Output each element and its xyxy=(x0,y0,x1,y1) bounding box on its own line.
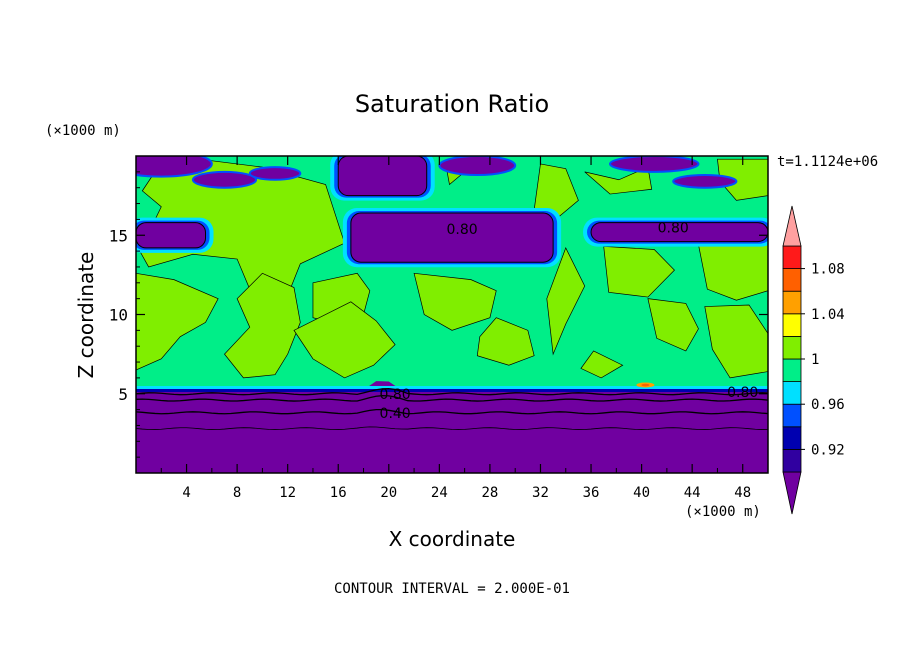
colorbar-segment xyxy=(782,335,802,360)
y-axis: 5 10 15 xyxy=(109,171,768,458)
contour-label: 0.80 xyxy=(658,220,689,236)
colorbar-label: 0.92 xyxy=(811,442,845,458)
colorbar-segment xyxy=(782,426,802,450)
contour-label: 0.80 xyxy=(727,385,758,401)
colorbar-min-triangle xyxy=(782,471,802,515)
dry-patch xyxy=(609,156,700,173)
lime-moist-region xyxy=(533,163,579,217)
lime-moist-region xyxy=(224,272,301,379)
contour-line xyxy=(136,387,768,396)
x-tick-label: 12 xyxy=(279,485,296,501)
x-tick-label: 32 xyxy=(532,485,549,501)
colorbar: 0.92 0.96 1 1.04 1.08 xyxy=(782,205,845,515)
colorbar-segment xyxy=(782,268,802,292)
colorbar-segment xyxy=(782,358,802,383)
colorbar-segment xyxy=(782,403,802,428)
y-tick-label: 10 xyxy=(109,306,128,325)
contour-interval-note: CONTOUR INTERVAL = 2.000E-01 xyxy=(334,581,570,597)
dry-patch xyxy=(248,166,302,181)
colorbar-segment xyxy=(782,290,802,315)
contour-lines xyxy=(136,387,768,430)
x-tick-label: 20 xyxy=(380,485,397,501)
x-tick-label: 44 xyxy=(684,485,701,501)
colorbar-max-triangle xyxy=(782,205,802,247)
lime-moist-region xyxy=(139,158,345,296)
dry-band-fill xyxy=(350,212,554,263)
plot-area xyxy=(136,156,768,473)
lime-moist-region xyxy=(476,317,535,366)
lime-moist-region xyxy=(413,272,497,331)
colorbar-label: 1.08 xyxy=(811,262,845,278)
time-label: t=1.1124e+06 xyxy=(777,154,878,170)
x-axis-label: X coordinate xyxy=(389,527,516,551)
y-tick-label: 5 xyxy=(118,385,128,404)
lime-moist-region xyxy=(704,304,768,379)
x-unit-label: (×1000 m) xyxy=(685,504,761,520)
lime-moist-region xyxy=(293,301,396,379)
lower-dry-layer xyxy=(136,381,768,473)
lime-moist-region xyxy=(546,247,586,356)
x-tick-label: 28 xyxy=(481,485,498,501)
lime-moist-region xyxy=(136,272,219,371)
dry-band-fill xyxy=(136,222,207,249)
contour-fills xyxy=(136,156,768,473)
y-axis-label: Z coordinate xyxy=(74,252,98,379)
chart-title: Saturation Ratio xyxy=(355,90,549,118)
dry-patch xyxy=(136,156,213,178)
y-tick-label: 15 xyxy=(109,226,128,245)
y-unit-label: (×1000 m) xyxy=(45,123,121,139)
lower-layer-cyan-rim xyxy=(136,385,768,389)
contour-label: 0.40 xyxy=(380,406,411,422)
lime-moist-region xyxy=(580,350,624,379)
x-tick-label: 4 xyxy=(182,485,190,501)
lime-moist-region xyxy=(647,298,699,352)
contour-line xyxy=(136,394,768,402)
colorbar-segment xyxy=(782,381,802,405)
colorbar-segment xyxy=(782,313,802,337)
contour-line xyxy=(136,408,768,415)
contour-label: 0.80 xyxy=(447,222,478,238)
colorbar-segment xyxy=(782,245,802,270)
supersat-spot-core xyxy=(641,383,650,387)
x-tick-label: 24 xyxy=(431,485,448,501)
lime-moist-region xyxy=(603,245,675,298)
colorbar-label: 1.04 xyxy=(811,307,845,323)
dry-band-fill xyxy=(337,156,428,197)
contour-line xyxy=(136,426,768,430)
x-tick-label: 40 xyxy=(633,485,650,501)
colorbar-label: 1 xyxy=(811,352,819,368)
x-tick-label: 16 xyxy=(330,485,347,501)
contour-label: 0.80 xyxy=(380,387,411,403)
x-tick-label: 8 xyxy=(233,485,241,501)
x-tick-label: 48 xyxy=(734,485,751,501)
x-axis: 4 8 12 16 20 24 28 32 36 40 44 48 xyxy=(160,156,751,501)
x-tick-label: 36 xyxy=(583,485,600,501)
contour-labels: 0.80 0.40 0.80 0.80 0.80 xyxy=(380,220,759,421)
dry-patch xyxy=(191,170,258,189)
lime-moist-region xyxy=(584,166,653,195)
colorbar-label: 0.96 xyxy=(811,397,845,413)
dry-patch xyxy=(438,156,517,177)
lower-layer-navy-rim xyxy=(136,388,768,392)
dry-patch xyxy=(672,174,738,189)
colorbar-segment xyxy=(782,448,802,473)
